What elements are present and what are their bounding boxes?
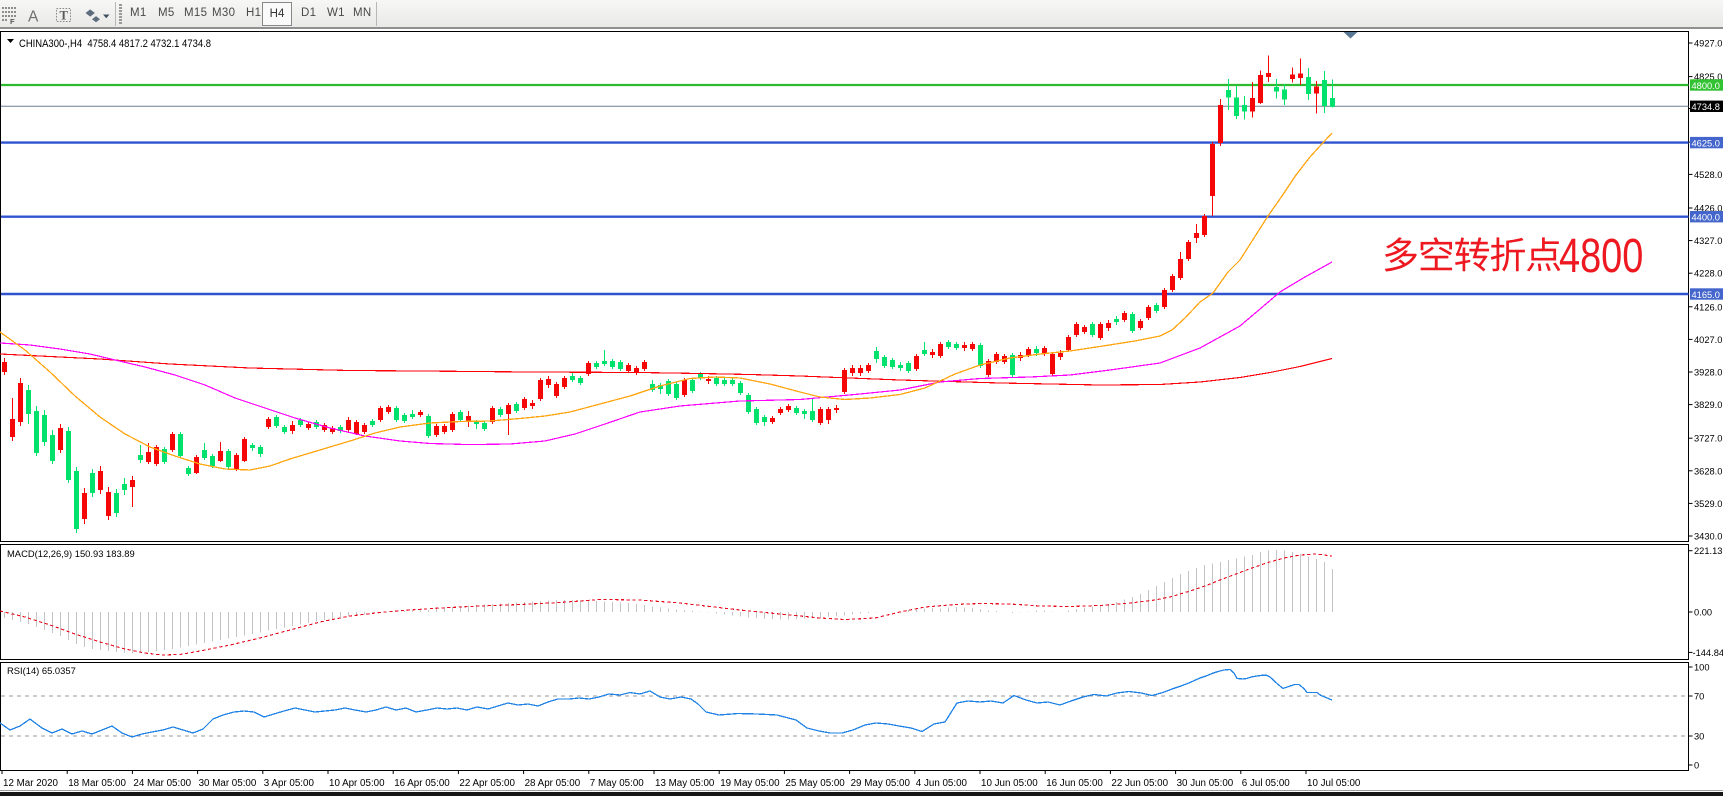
svg-text:10 Jul 05:00: 10 Jul 05:00 <box>1307 778 1361 789</box>
svg-text:30: 30 <box>1694 732 1704 742</box>
svg-text:3928.0: 3928.0 <box>1694 367 1722 377</box>
svg-text:70: 70 <box>1694 692 1704 702</box>
svg-text:3529.0: 3529.0 <box>1694 499 1722 509</box>
svg-text:6 Jul 05:00: 6 Jul 05:00 <box>1242 778 1290 789</box>
svg-text:100: 100 <box>1694 663 1710 673</box>
svg-text:7 May 05:00: 7 May 05:00 <box>590 778 644 789</box>
svg-text:30 Mar 05:00: 30 Mar 05:00 <box>199 778 257 789</box>
svg-text:28 Apr 05:00: 28 Apr 05:00 <box>525 778 581 789</box>
svg-text:4327.0: 4327.0 <box>1694 236 1722 246</box>
svg-text:MACD(12,26,9) 150.93 183.89: MACD(12,26,9) 150.93 183.89 <box>7 548 135 559</box>
svg-text:F: F <box>10 17 15 26</box>
svg-text:16 Apr 05:00: 16 Apr 05:00 <box>394 778 450 789</box>
svg-text:4625.0: 4625.0 <box>1692 138 1720 148</box>
svg-text:4 Jun 05:00: 4 Jun 05:00 <box>916 778 968 789</box>
svg-text:3 Apr 05:00: 3 Apr 05:00 <box>264 778 315 789</box>
svg-text:18 Mar 05:00: 18 Mar 05:00 <box>68 778 126 789</box>
svg-text:24 Mar 05:00: 24 Mar 05:00 <box>133 778 191 789</box>
svg-text:T: T <box>60 9 69 23</box>
svg-text:4800.0: 4800.0 <box>1692 81 1720 91</box>
svg-text:4400.0: 4400.0 <box>1692 213 1720 223</box>
svg-text:4734.8: 4734.8 <box>1692 102 1720 112</box>
svg-text:3430.0: 3430.0 <box>1694 532 1722 542</box>
svg-text:4165.0: 4165.0 <box>1692 290 1720 300</box>
svg-text:0.00: 0.00 <box>1694 608 1712 618</box>
svg-text:29 May 05:00: 29 May 05:00 <box>851 778 911 789</box>
svg-text:4800: 4800 <box>1559 230 1643 283</box>
svg-text:4126.0: 4126.0 <box>1694 302 1722 312</box>
svg-text:30 Jun 05:00: 30 Jun 05:00 <box>1177 778 1234 789</box>
svg-text:3829.0: 3829.0 <box>1694 400 1722 410</box>
svg-text:4528.0: 4528.0 <box>1694 170 1722 180</box>
svg-text:3727.0: 3727.0 <box>1694 434 1722 444</box>
svg-text:10 Jun 05:00: 10 Jun 05:00 <box>981 778 1038 789</box>
svg-text:22 Jun 05:00: 22 Jun 05:00 <box>1111 778 1168 789</box>
svg-text:4426.0: 4426.0 <box>1694 203 1722 213</box>
svg-text:221.13: 221.13 <box>1694 546 1722 556</box>
svg-text:16 Jun 05:00: 16 Jun 05:00 <box>1046 778 1103 789</box>
svg-text:CHINA300-,H4 4758.4 4817.2 47: CHINA300-,H4 4758.4 4817.2 4732.1 4734.8 <box>19 38 211 50</box>
svg-text:12 Mar 2020: 12 Mar 2020 <box>3 778 59 789</box>
svg-text:4927.0: 4927.0 <box>1694 39 1722 49</box>
svg-text:3628.0: 3628.0 <box>1694 466 1722 476</box>
svg-text:4825.0: 4825.0 <box>1694 72 1722 82</box>
svg-text:25 May 05:00: 25 May 05:00 <box>785 778 845 789</box>
svg-text:19 May 05:00: 19 May 05:00 <box>720 778 780 789</box>
svg-text:4027.0: 4027.0 <box>1694 335 1722 345</box>
svg-text:-144.84: -144.84 <box>1693 648 1723 658</box>
svg-text:4228.0: 4228.0 <box>1694 269 1722 279</box>
svg-text:10 Apr 05:00: 10 Apr 05:00 <box>329 778 385 789</box>
svg-text:13 May 05:00: 13 May 05:00 <box>655 778 715 789</box>
svg-text:A: A <box>28 9 39 26</box>
svg-text:RSI(14) 65.0357: RSI(14) 65.0357 <box>7 665 76 676</box>
svg-text:0: 0 <box>1694 761 1699 771</box>
svg-text:22 Apr 05:00: 22 Apr 05:00 <box>459 778 515 789</box>
